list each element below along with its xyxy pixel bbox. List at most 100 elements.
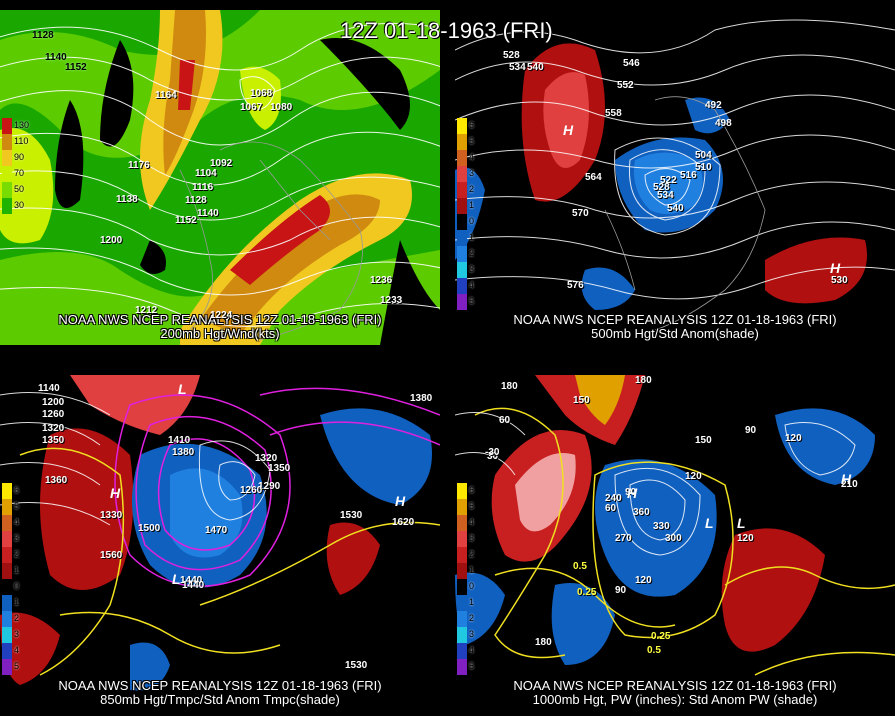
contour-label: 360 — [633, 507, 650, 518]
legend-label: 50 — [14, 184, 25, 194]
contour-label: 1320 — [255, 453, 278, 464]
legend-swatch — [457, 483, 467, 499]
contour-label: 1080 — [270, 102, 293, 113]
contour-label: 1152 — [65, 62, 87, 73]
low-pressure-marker: L — [737, 515, 746, 531]
legend-swatch — [2, 515, 12, 531]
legend-swatch — [457, 214, 467, 230]
legend-label: 2 — [469, 184, 475, 194]
panel-caption-line2: 500mb Hgt/Std Anom(shade) — [591, 326, 759, 341]
legend-swatch — [457, 659, 467, 675]
legend-swatch — [457, 246, 467, 262]
wind-legend: 130 110 90 70 50 30 — [2, 118, 29, 214]
contour-label: 330 — [653, 521, 670, 532]
legend-swatch — [2, 659, 12, 675]
contour-label: 60 — [605, 503, 617, 514]
contour-label: 1140 — [38, 383, 60, 394]
contour-label: 0.25 — [651, 631, 671, 642]
legend-swatch — [2, 579, 12, 595]
legend-label: 4 — [14, 645, 20, 655]
contour-label: -30 — [485, 447, 500, 458]
map-500mb — [455, 10, 895, 345]
legend-swatch — [2, 134, 12, 150]
low-pressure-marker: L — [172, 571, 181, 587]
panel-caption-line1: NOAA NWS NCEP REANALYSIS 12Z 01-18-1963 … — [513, 312, 837, 327]
contour-label: 1236 — [370, 275, 393, 286]
contour-label: 300 — [665, 533, 682, 544]
legend-swatch — [2, 531, 12, 547]
map-850mb — [0, 375, 440, 711]
legend-swatch — [457, 643, 467, 659]
contour-label: 522 — [660, 175, 677, 186]
legend-label: 130 — [14, 120, 30, 130]
legend-swatch — [2, 643, 12, 659]
contour-label: 120 — [685, 471, 702, 482]
legend-label: 3 — [14, 533, 20, 543]
legend-label: 3 — [469, 629, 475, 639]
legend-label: 3 — [14, 629, 20, 639]
contour-label: 492 — [705, 100, 722, 111]
panel-850mb: 6 5 4 3 2 1 0 1 2 3 4 5 NOAA NWS NCEP REANALYSIS 12… — [0, 375, 440, 711]
legend-swatch — [457, 531, 467, 547]
contour-label: 0.25 — [577, 587, 597, 598]
legend-swatch — [457, 611, 467, 627]
legend-swatch — [457, 595, 467, 611]
legend-label: 70 — [14, 168, 25, 178]
contour-label: 498 — [715, 118, 732, 129]
high-pressure-marker: H — [841, 471, 852, 487]
contour-label: 1360 — [45, 475, 68, 486]
contour-label: 120 — [737, 533, 754, 544]
contour-label: 0.5 — [647, 645, 661, 656]
legend-label: 2 — [469, 549, 475, 559]
legend-label: 2 — [469, 613, 475, 623]
contour-label: 564 — [585, 172, 602, 183]
legend-label: 1 — [14, 597, 20, 607]
contour-label: 1500 — [138, 523, 161, 534]
contour-label: 1128 — [185, 195, 207, 206]
contour-label: 1260 — [240, 485, 263, 496]
contour-label: 1380 — [410, 393, 433, 404]
legend-label: 5 — [469, 661, 475, 671]
legend-swatch — [457, 294, 467, 310]
contour-label: 1212 — [135, 305, 158, 316]
contour-label: 30 — [487, 451, 499, 462]
high-pressure-marker: H — [830, 260, 841, 276]
contour-label: 546 — [623, 58, 640, 69]
contour-label: 1138 — [116, 194, 138, 205]
legend-swatch — [457, 134, 467, 150]
legend-label: 1 — [469, 565, 475, 575]
legend-swatch — [2, 166, 12, 182]
contour-label: 528 — [653, 182, 670, 193]
legend-label: 0 — [469, 216, 475, 226]
contour-label: 90 — [745, 425, 757, 436]
legend-swatch — [457, 150, 467, 166]
contour-label: 1260 — [42, 409, 65, 420]
contour-label: 1140 — [197, 208, 219, 219]
legend-label: 2 — [14, 613, 20, 623]
legend-label: 5 — [14, 501, 20, 511]
legend-label: 6 — [14, 485, 20, 495]
high-pressure-marker: H — [627, 485, 638, 501]
legend-label: 5 — [14, 661, 20, 671]
contour-label: 1620 — [392, 517, 415, 528]
contour-label: 1200 — [42, 397, 65, 408]
panel-caption-line2: 200mb Hgt/Wnd(kts) — [160, 326, 280, 341]
legend-label: 5 — [469, 136, 475, 146]
contour-label: 510 — [695, 162, 712, 173]
contour-label: 1470 — [205, 525, 228, 536]
legend-swatch — [457, 563, 467, 579]
contour-label: 558 — [605, 108, 622, 119]
legend-label: 6 — [469, 120, 475, 130]
high-pressure-marker: H — [395, 493, 406, 509]
contour-label: 1290 — [258, 481, 281, 492]
contour-label: 504 — [695, 150, 712, 161]
legend-label: 2 — [469, 248, 475, 258]
contour-label: 1140 — [45, 52, 67, 63]
contour-label: 576 — [567, 280, 584, 291]
contour-label: 1320 — [42, 423, 65, 434]
contour-label: 1350 — [42, 435, 65, 446]
contour-label: 0.5 — [573, 561, 587, 572]
legend-swatch — [457, 515, 467, 531]
contour-label: 1104 — [195, 168, 217, 179]
